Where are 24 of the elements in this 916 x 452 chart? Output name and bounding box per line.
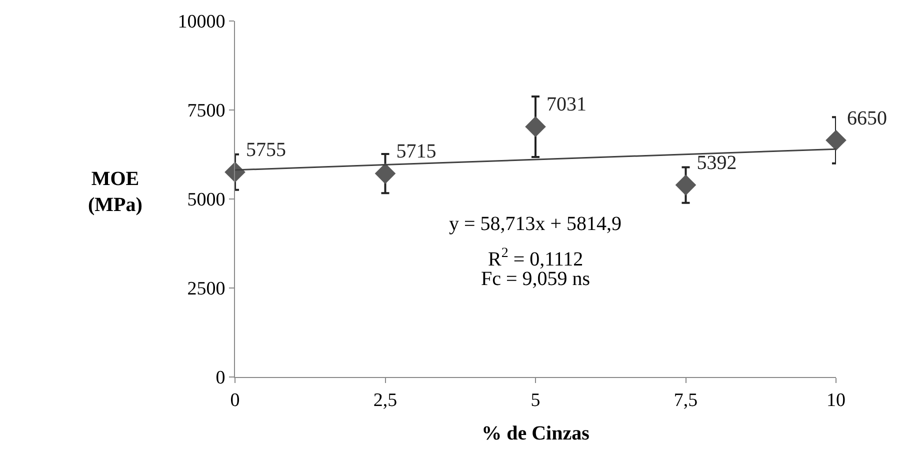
y-tick-label: 0 (216, 368, 226, 389)
x-tick-label: 10 (826, 390, 846, 411)
annotation: R$^{2}$ = 0,1112 (488, 246, 584, 270)
point (826, 130, 846, 151)
data-label: 6650 (847, 107, 887, 130)
annotation: y = 58,713x + 5814,9 (449, 213, 622, 235)
x-tick-label: 2,5 (373, 390, 398, 411)
point (374, 163, 396, 184)
point (525, 116, 546, 138)
x-tick-label: 5 (530, 390, 540, 411)
data-label: 5715 (396, 140, 436, 163)
x-axis-title: % de Cinzas (482, 422, 590, 444)
y-axis-title: MOE (MPa) (88, 168, 142, 216)
data-label: 5392 (696, 152, 737, 174)
y-tick-label: 5000 (187, 190, 226, 211)
annotation: Fc = 9,059 ns (481, 268, 590, 290)
x-tick-label: 7,5 (674, 390, 698, 411)
x-tick-label: 0 (230, 390, 240, 411)
y-tick-label: 7500 (187, 100, 226, 122)
y-tick-label: 2500 (187, 278, 226, 300)
data-label: 5755 (246, 139, 286, 162)
point (675, 174, 696, 196)
data-label: 7031 (546, 94, 586, 116)
y-tick-label: 10000 (178, 12, 226, 33)
